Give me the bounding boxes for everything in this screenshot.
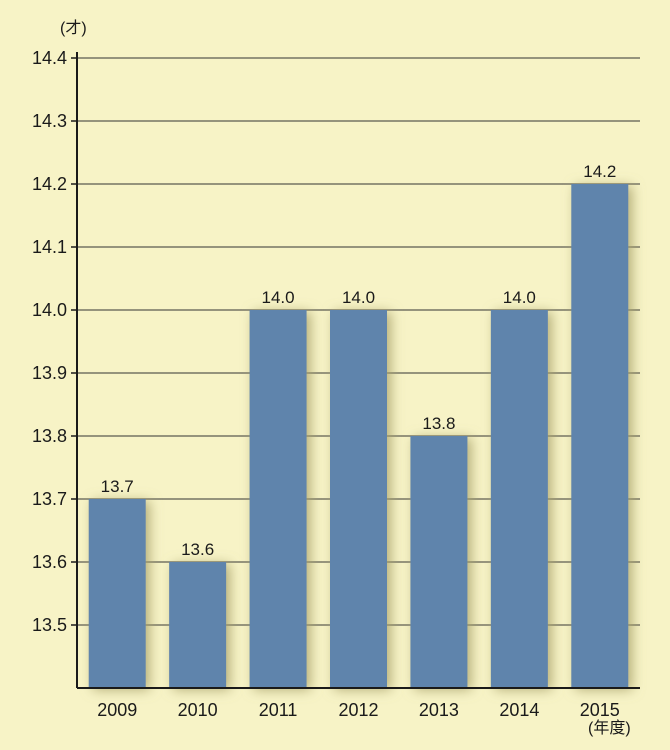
x-tick-label: 2010: [178, 700, 218, 720]
y-tick-label: 14.4: [32, 48, 67, 68]
bar-value-label: 13.8: [422, 414, 455, 433]
x-tick-label: 2011: [259, 700, 298, 720]
x-axis-unit-label: (年度): [588, 719, 631, 737]
y-tick-label: 14.0: [32, 300, 67, 320]
x-tick-label: 2012: [338, 700, 378, 720]
bar: [249, 310, 307, 688]
bar: [169, 562, 227, 688]
x-tick-label: 2014: [499, 700, 539, 720]
labels: 13.5 13.6 13.7 13.8 13.9 14.0 14.1 14.2 14.3 14.4…: [32, 48, 620, 720]
y-tick-label: 13.5: [32, 615, 67, 635]
y-axis-unit-label: (才): [60, 19, 87, 37]
bar: [410, 436, 468, 688]
y-tick-label: 14.1: [32, 237, 67, 257]
bars: [88, 184, 629, 688]
x-tick-label: 2015: [580, 700, 620, 720]
y-tick-label: 14.2: [32, 174, 67, 194]
y-tick-label: 14.3: [32, 111, 67, 131]
y-tick-label: 13.9: [32, 363, 67, 383]
bar: [88, 499, 146, 688]
x-tick-label: 2009: [97, 700, 137, 720]
bar-value-label: 14.0: [503, 288, 536, 307]
bar-value-label: 13.7: [101, 477, 134, 496]
x-tick-label: 2013: [419, 700, 459, 720]
bar: [330, 310, 387, 688]
y-tick-label: 13.6: [32, 552, 67, 572]
bar: [490, 310, 548, 688]
bar-value-label: 13.6: [181, 540, 214, 559]
y-tick-label: 13.7: [32, 489, 67, 509]
axes: [71, 52, 640, 689]
bar-value-label: 14.2: [583, 162, 616, 181]
bar-value-label: 14.0: [262, 288, 295, 307]
y-tick-label: 13.8: [32, 426, 67, 446]
bar: [571, 184, 629, 688]
bar-value-label: 14.0: [342, 288, 375, 307]
